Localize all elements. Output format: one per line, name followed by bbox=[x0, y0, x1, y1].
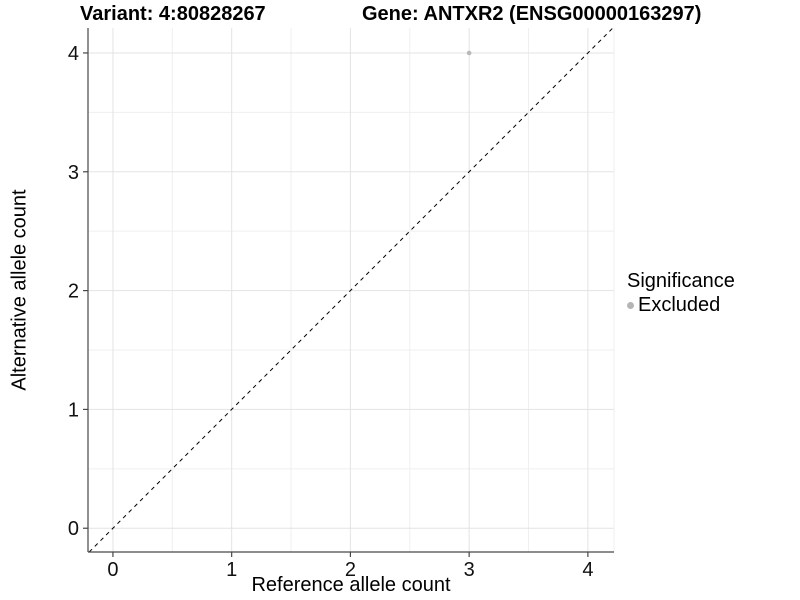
svg-text:3: 3 bbox=[464, 559, 475, 581]
legend-item: Excluded bbox=[627, 294, 735, 317]
legend: Significance Excluded bbox=[627, 270, 735, 317]
y-axis-title: Alternative allele count bbox=[8, 189, 31, 391]
svg-text:4: 4 bbox=[68, 43, 79, 65]
svg-text:0: 0 bbox=[68, 518, 79, 540]
x-axis-title: Reference allele count bbox=[251, 574, 451, 596]
legend-title: Significance bbox=[627, 270, 735, 292]
svg-text:2: 2 bbox=[345, 559, 356, 581]
svg-text:2: 2 bbox=[68, 281, 79, 303]
variant-title: Variant: 4:80828267 bbox=[80, 3, 266, 25]
svg-text:0: 0 bbox=[107, 559, 118, 581]
svg-text:1: 1 bbox=[68, 399, 79, 421]
svg-text:4: 4 bbox=[582, 559, 593, 581]
excluded-point-icon bbox=[627, 302, 634, 309]
svg-text:3: 3 bbox=[68, 162, 79, 184]
svg-text:1: 1 bbox=[226, 559, 237, 581]
legend-item-label: Excluded bbox=[638, 294, 721, 316]
gene-title: Gene: ANTXR2 (ENSG00000163297) bbox=[362, 3, 702, 25]
